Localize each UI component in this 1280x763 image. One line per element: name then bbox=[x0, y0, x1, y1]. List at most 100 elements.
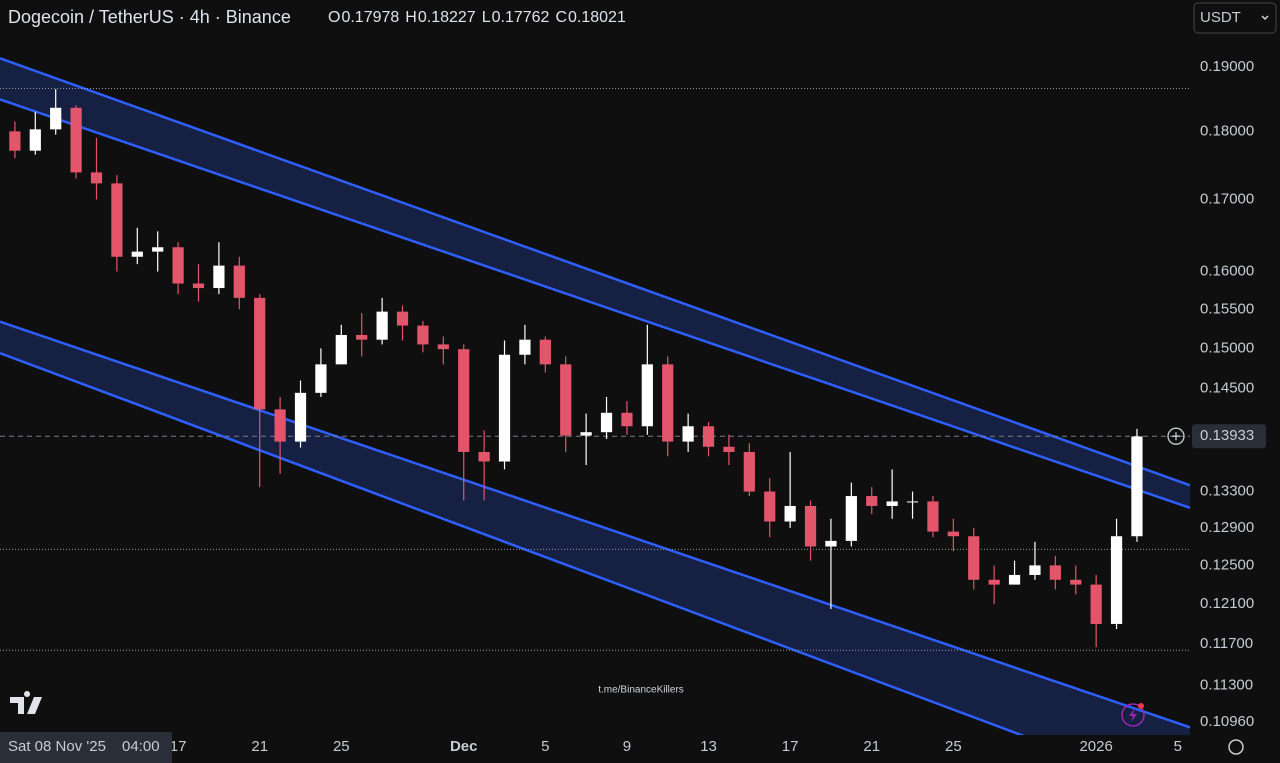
alert-bolt bbox=[1129, 708, 1137, 722]
candle-body bbox=[213, 265, 225, 289]
watermark: t.me/BinanceKillers bbox=[598, 685, 684, 696]
candle-body bbox=[1090, 584, 1102, 624]
chart-title: Dogecoin / TetherUS · 4h · Binance bbox=[8, 7, 291, 27]
y-tick-label: 0.12900 bbox=[1200, 519, 1254, 536]
candle-body bbox=[396, 311, 409, 326]
crosshair-label-box bbox=[0, 732, 172, 763]
channel-fill bbox=[0, 58, 1190, 508]
candle-body bbox=[376, 311, 388, 340]
candle-body bbox=[294, 392, 307, 442]
candle-body bbox=[1131, 436, 1143, 537]
candle-body bbox=[906, 501, 919, 503]
channel-line bbox=[0, 57, 1190, 487]
y-tick-label: 0.18000 bbox=[1200, 122, 1254, 139]
candle-body bbox=[621, 412, 633, 427]
candle-body bbox=[498, 354, 511, 462]
y-tick-label: 0.11300 bbox=[1200, 676, 1253, 693]
x-tick-label: 21 bbox=[863, 738, 880, 755]
currency-select[interactable] bbox=[1193, 2, 1277, 34]
x-tick-label: 17 bbox=[782, 738, 799, 755]
plot-area bbox=[0, 57, 1190, 735]
y-tick-label: 0.16000 bbox=[1200, 263, 1254, 280]
candle-body bbox=[519, 339, 531, 355]
candle-body bbox=[9, 131, 21, 151]
x-tick-label: 17 bbox=[170, 738, 187, 755]
candle-body bbox=[70, 107, 82, 173]
y-tick-label: 0.12100 bbox=[1200, 595, 1254, 612]
candle-body bbox=[804, 505, 817, 547]
candle-body bbox=[560, 364, 572, 436]
candle-body bbox=[641, 364, 653, 427]
candle-body bbox=[743, 451, 755, 492]
candle-body bbox=[886, 501, 898, 506]
last-price-box bbox=[1192, 424, 1266, 449]
logo bbox=[10, 691, 42, 714]
x-tick-label: 5 bbox=[541, 738, 549, 755]
candle-body bbox=[111, 183, 123, 257]
candle-body bbox=[845, 496, 857, 541]
candle-body bbox=[90, 172, 103, 184]
y-tick-label: 0.15500 bbox=[1200, 300, 1254, 317]
candle-body bbox=[702, 426, 715, 447]
candle-body bbox=[50, 107, 62, 130]
candle-body bbox=[192, 283, 205, 289]
candle-body bbox=[866, 496, 878, 506]
channel-line bbox=[0, 320, 1190, 729]
ohlc-readout: O 0.17978 H 0.18227 L 0.17762 C 0.18021 bbox=[328, 9, 626, 26]
y-tick-label: 0.19000 bbox=[1200, 58, 1254, 75]
candle-body bbox=[417, 325, 429, 345]
ohlc-key: O bbox=[328, 9, 340, 26]
candle-body bbox=[662, 364, 674, 442]
candle-body bbox=[315, 364, 327, 393]
y-tick-label: 0.11700 bbox=[1200, 635, 1253, 652]
ohlc-value: 0.17762 bbox=[492, 9, 550, 26]
candle-body bbox=[784, 505, 796, 522]
x-tick-label: 9 bbox=[623, 738, 631, 755]
candle-body bbox=[335, 334, 347, 365]
settings-icon[interactable] bbox=[1228, 739, 1244, 755]
candle-body bbox=[274, 409, 286, 442]
candle-body bbox=[580, 432, 592, 436]
candle-body bbox=[927, 501, 939, 532]
ohlc-key: L bbox=[482, 9, 491, 26]
ohlc-value: 0.18021 bbox=[568, 9, 626, 26]
crosshair-date: Sat 08 Nov '25 bbox=[8, 738, 106, 755]
candle-body bbox=[1049, 565, 1061, 580]
ohlc-value: 0.18227 bbox=[418, 9, 476, 26]
x-tick-label: 13 bbox=[700, 738, 717, 755]
channel-line bbox=[0, 98, 1190, 509]
candle-body bbox=[723, 446, 735, 452]
currency[interactable]: USDT bbox=[1200, 9, 1241, 26]
dropdown-arrow bbox=[1261, 15, 1269, 21]
alert-dot bbox=[1138, 703, 1144, 709]
candle-body bbox=[437, 344, 449, 350]
candle-body bbox=[1070, 579, 1082, 585]
candle-body bbox=[478, 451, 490, 462]
candle-body bbox=[458, 349, 470, 452]
y-tick-label: 0.10960 bbox=[1200, 713, 1254, 730]
ohlc-key: C bbox=[555, 9, 567, 26]
candle-body bbox=[1110, 536, 1123, 624]
candle-body bbox=[947, 531, 959, 537]
x-tick-label: 5 bbox=[1174, 738, 1182, 755]
candle-body bbox=[233, 265, 245, 298]
x-tick-label: Dec bbox=[450, 738, 478, 755]
candle-body bbox=[356, 334, 368, 340]
add-alert-button[interactable] bbox=[1167, 427, 1185, 445]
y-tick-label: 0.15000 bbox=[1200, 339, 1254, 356]
y-tick-label: 0.13300 bbox=[1200, 483, 1254, 500]
candle-body bbox=[539, 339, 551, 365]
candle-body bbox=[968, 536, 980, 580]
ohlc-key: H bbox=[405, 9, 417, 26]
x-tick-label: 21 bbox=[251, 738, 268, 755]
x-tick-label: 25 bbox=[333, 738, 350, 755]
y-tick-label: 0.14500 bbox=[1200, 380, 1254, 397]
crosshair-time: 04:00 bbox=[122, 738, 160, 755]
alert-icon[interactable] bbox=[1121, 703, 1145, 727]
candle-body bbox=[764, 491, 776, 522]
ohlc-value: 0.17978 bbox=[341, 9, 399, 26]
candle-body bbox=[131, 251, 143, 257]
